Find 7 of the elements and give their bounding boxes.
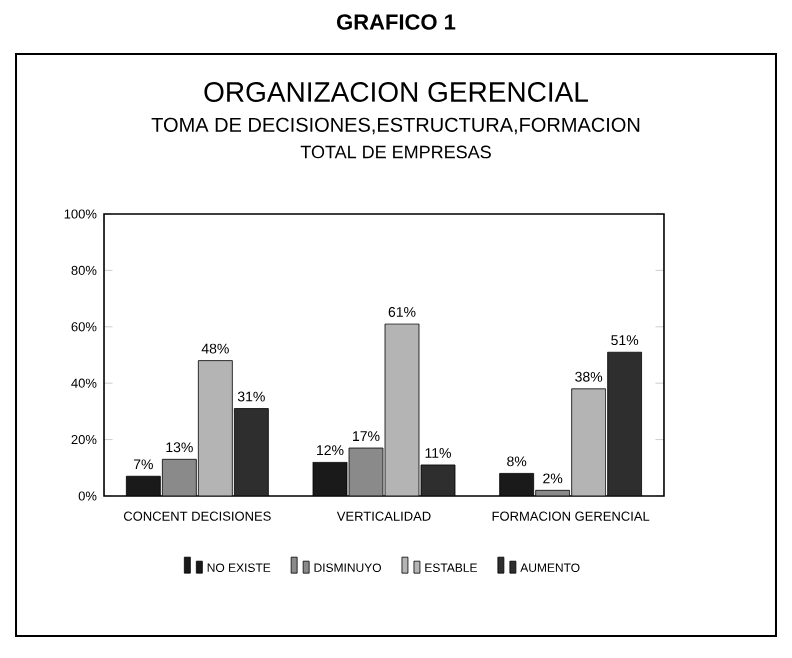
bar bbox=[499, 473, 535, 496]
text: TOTAL DE EMPRESAS bbox=[300, 145, 491, 159]
chart-title: GRAFICO 1 bbox=[337, 14, 456, 30]
bar bbox=[348, 447, 384, 496]
bar bbox=[161, 458, 197, 496]
text: TOMA DE DECISIONES,ESTRUCTURA,FORMACION bbox=[151, 117, 640, 135]
chart-subtitle: ORGANIZACION GERENCIAL bbox=[204, 82, 588, 102]
